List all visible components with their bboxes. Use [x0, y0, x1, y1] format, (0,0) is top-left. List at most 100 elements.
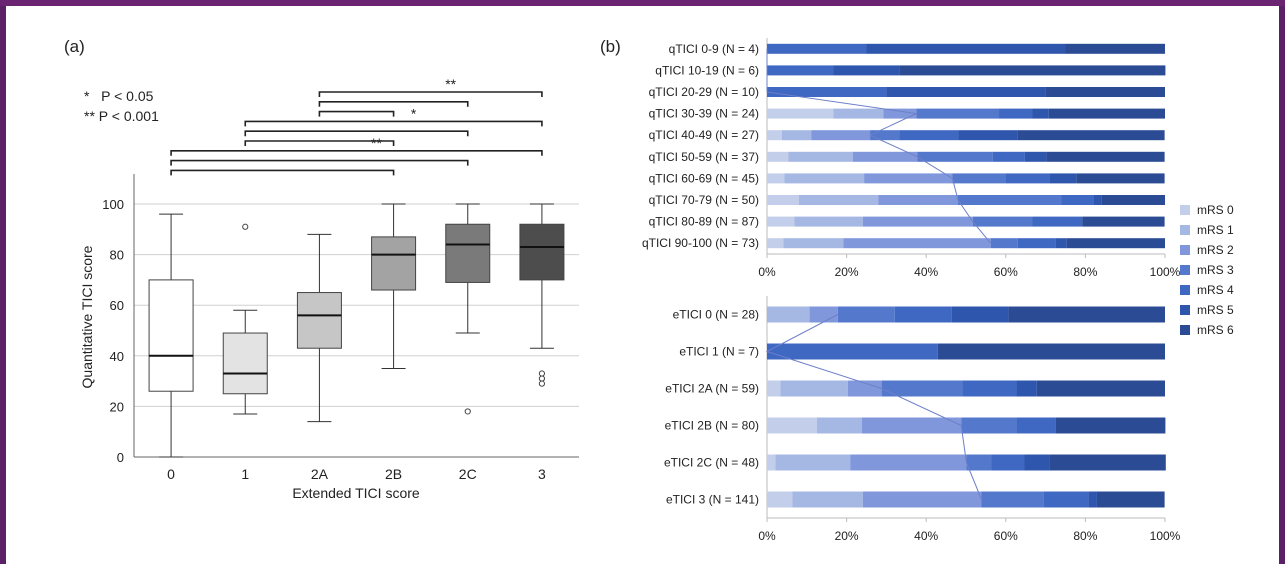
bar-category-label: qTICI 70-79 (N = 50)	[649, 193, 759, 207]
bar-segment	[783, 238, 844, 249]
bar-segment	[775, 454, 851, 471]
bar-segment	[767, 130, 782, 141]
legend-label: mRS 5	[1197, 303, 1234, 317]
bar-segment	[1055, 238, 1067, 249]
x-tick-label: 2C	[459, 466, 477, 482]
bar-segment	[937, 343, 1165, 360]
bar-segment	[767, 216, 795, 227]
frame-top-bar	[0, 0, 1285, 6]
bar-segment	[1049, 454, 1166, 471]
x-tick-label: 80%	[1073, 529, 1097, 543]
x-tick-label: 3	[538, 466, 546, 482]
bar-segment	[886, 87, 1046, 97]
x-tick-label: 100%	[1150, 265, 1181, 279]
x-tick-label: 40%	[914, 529, 938, 543]
legend-label: mRS 4	[1197, 283, 1234, 297]
bar-category-label: qTICI 50-59 (N = 37)	[649, 150, 759, 164]
bar-segment	[1065, 43, 1165, 54]
bar-segment	[767, 87, 887, 97]
bar-segment	[767, 343, 938, 360]
legend-label: mRS 2	[1197, 243, 1234, 257]
y-tick-label: 40	[110, 349, 124, 364]
bar-segment	[1036, 380, 1165, 397]
bar-segment	[958, 130, 1018, 141]
bar-segment	[958, 195, 1062, 205]
significance-label: *	[411, 105, 417, 121]
bar-segment	[972, 216, 1033, 227]
significance-bracket	[170, 169, 395, 176]
significance-bracket	[318, 101, 469, 107]
legend-label: mRS 6	[1197, 323, 1234, 337]
bar-segment	[1061, 195, 1094, 205]
bar-segment	[1049, 173, 1077, 184]
bar-segment	[1005, 173, 1050, 184]
bar-segment	[1008, 306, 1165, 323]
bar-segment	[850, 454, 967, 471]
bar-category-label: qTICI 40-49 (N = 27)	[649, 128, 759, 142]
bar-segment	[780, 380, 848, 397]
legend-swatch	[1180, 305, 1190, 315]
bar-category-label: qTICI 10-19 (N = 6)	[655, 63, 759, 77]
bar-segment	[767, 306, 810, 323]
bar-segment	[1024, 454, 1050, 471]
bar-segment	[1032, 108, 1049, 119]
bar-segment	[767, 65, 834, 76]
bar-segment	[767, 417, 817, 434]
bar-segment	[852, 151, 918, 162]
legend-p-005: * P < 0.05	[84, 88, 154, 104]
box	[445, 223, 491, 283]
legend-p-0001: ** P < 0.001	[84, 108, 159, 124]
outlier-point	[538, 375, 546, 382]
y-tick-label: 0	[117, 450, 124, 465]
y-tick-label: 20	[110, 399, 124, 414]
bar-segment	[767, 43, 867, 54]
x-tick-label: 0	[167, 466, 175, 482]
bar-segment	[894, 306, 952, 323]
bar-segment	[781, 130, 812, 141]
bar-segment	[991, 454, 1025, 471]
bar-segment	[990, 238, 1018, 249]
significance-bracket	[244, 130, 469, 137]
x-tick-label: 60%	[994, 529, 1018, 543]
bar-segment	[899, 130, 959, 141]
significance-bracket	[318, 110, 395, 117]
panel-b-label: (b)	[600, 37, 621, 56]
bar-segment	[794, 216, 863, 227]
bar-segment	[866, 43, 1066, 54]
bar-segment	[999, 108, 1033, 119]
bar-segment	[961, 417, 1017, 434]
bar-category-label: eTICI 0 (N = 28)	[673, 308, 759, 322]
x-tick-label: 40%	[914, 265, 938, 279]
bar-segment	[767, 491, 793, 508]
significance-bracket	[170, 150, 543, 156]
bar-segment	[847, 380, 882, 397]
bar-category-label: qTICI 30-39 (N = 24)	[649, 107, 759, 121]
bar-segment	[1055, 417, 1166, 434]
box	[371, 236, 417, 291]
bar-segment	[881, 380, 963, 397]
bar-segment	[1017, 130, 1165, 141]
bar-segment	[1101, 195, 1165, 205]
box	[222, 332, 268, 395]
bar-segment	[767, 454, 776, 471]
bar-category-label: eTICI 2A (N = 59)	[665, 382, 759, 396]
bar-category-label: eTICI 2C (N = 48)	[664, 456, 759, 470]
y-tick-label: 60	[110, 298, 124, 313]
x-tick-label: 80%	[1073, 265, 1097, 279]
bar-category-label: eTICI 3 (N = 141)	[666, 493, 759, 507]
mrs-0-2-connector-line	[766, 48, 992, 244]
outlier-point	[242, 223, 249, 230]
bar-segment	[878, 195, 959, 205]
bar-segment	[798, 195, 879, 205]
significance-bracket	[244, 120, 543, 127]
bar-segment	[816, 417, 862, 434]
bar-segment	[1016, 380, 1037, 397]
bar-segment	[1016, 417, 1056, 434]
bar-segment	[1045, 87, 1165, 97]
bar-segment	[1096, 491, 1165, 508]
bar-segment	[870, 130, 900, 141]
stacked-bar-charts: qTICI 0-9 (N = 4) qTICI 10-19 (N = 6) qTIC…	[642, 38, 1234, 543]
outlier-point	[538, 370, 546, 377]
bar-category-label: qTICI 20-29 (N = 10)	[649, 85, 759, 99]
